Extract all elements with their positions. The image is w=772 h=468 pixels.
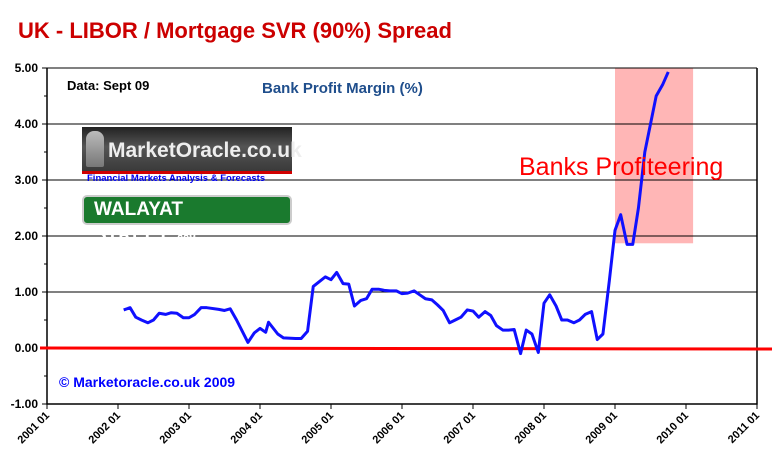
x-tick-label: 2010 01 — [655, 410, 692, 447]
annotation-banks-profiteering: Banks Profiteering — [519, 153, 724, 181]
statue-icon — [86, 131, 104, 167]
x-tick-label: 2006 01 — [371, 410, 408, 447]
x-tick-label: 2011 01 — [726, 410, 762, 446]
x-tick-label: 2005 01 — [300, 410, 337, 447]
x-tick-label: 2009 01 — [584, 410, 621, 447]
walayat-logo-suffix: .COM — [174, 234, 196, 243]
y-tick-label: -1.00 — [11, 397, 39, 411]
y-tick-label: 5.00 — [15, 61, 39, 75]
zero-line — [39, 346, 772, 351]
copyright-text: © Marketoracle.co.uk 2009 — [59, 374, 236, 390]
x-tick-label: 2001 01 — [16, 410, 53, 447]
chart-title: UK - LIBOR / Mortgage SVR (90%) Spread — [18, 18, 452, 43]
market-oracle-logo-text: MarketOracle.co.uk — [108, 139, 302, 162]
y-tick-label: 4.00 — [15, 117, 39, 131]
walayat-street-logo: WALAYAT STREET .COM — [82, 195, 292, 246]
chart-subtitle: Bank Profit Margin (%) — [262, 80, 423, 97]
y-tick-label: 0.00 — [15, 341, 39, 355]
y-tick-label: 3.00 — [15, 173, 39, 187]
y-tick-label: 2.00 — [15, 229, 39, 243]
y-tick-label: 1.00 — [15, 285, 39, 299]
data-date-note: Data: Sept 09 — [67, 78, 150, 93]
x-tick-label: 2003 01 — [158, 410, 195, 447]
walayat-logo-text: WALAYAT STREET — [94, 199, 184, 246]
x-tick-label: 2002 01 — [87, 410, 124, 447]
x-tick-label: 2007 01 — [442, 410, 479, 447]
x-tick-label: 2008 01 — [513, 410, 550, 447]
market-oracle-logo: MarketOracle.co.uk — [82, 127, 302, 174]
market-oracle-tagline: Financial Markets Analysis & Forecasts — [87, 173, 266, 184]
highlight-region — [615, 68, 694, 244]
x-tick-label: 2004 01 — [229, 410, 266, 447]
